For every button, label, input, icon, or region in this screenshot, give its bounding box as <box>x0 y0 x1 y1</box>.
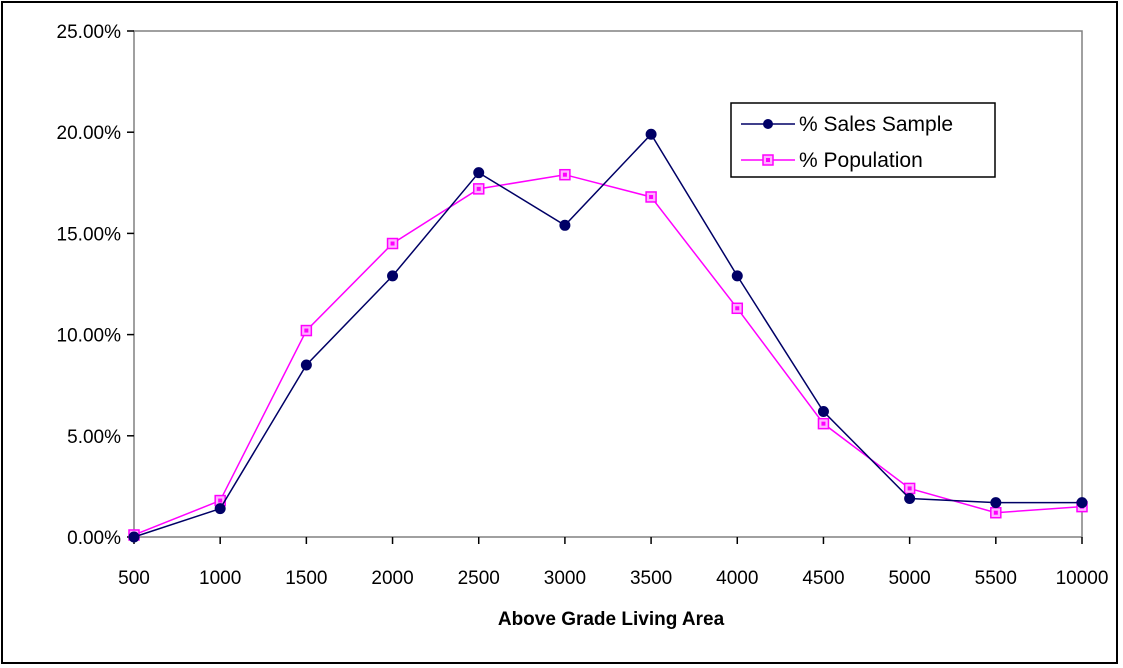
data-point-center <box>390 241 395 246</box>
data-point-center <box>821 421 826 426</box>
legend-item: % Sales Sample <box>741 113 953 136</box>
legend-label: % Sales Sample <box>799 113 953 136</box>
x-tick-label: 500 <box>118 568 150 589</box>
x-axis: 500 1000 1500 2000 2500 3000 3500 4000 4500 5000 5… <box>118 537 1108 589</box>
data-point <box>559 219 571 231</box>
legend-marker <box>763 119 773 129</box>
x-tick-label: 4000 <box>716 568 758 589</box>
legend-label: % Population <box>799 149 923 172</box>
legend-item: % Population <box>741 149 923 172</box>
data-point-center <box>993 510 998 515</box>
legend: % Sales Sample % Population <box>730 102 996 178</box>
y-tick-label: 15.00% <box>57 224 122 245</box>
data-point-center <box>476 186 481 191</box>
data-point <box>645 128 657 140</box>
data-point <box>128 531 140 543</box>
x-tick-label: 5000 <box>888 568 930 589</box>
data-point <box>300 359 312 371</box>
data-point <box>990 497 1002 509</box>
data-point <box>817 406 829 418</box>
x-tick-label: 1500 <box>285 568 327 589</box>
y-tick-label: 0.00% <box>67 528 121 549</box>
data-point <box>731 270 743 282</box>
x-tick-label: 10000 <box>1056 568 1109 589</box>
y-tick-label: 5.00% <box>67 427 121 448</box>
data-point <box>473 167 485 179</box>
data-point-center <box>562 172 567 177</box>
x-tick-label: 1000 <box>199 568 241 589</box>
x-tick-label: 5500 <box>975 568 1017 589</box>
data-point-center <box>649 194 654 199</box>
data-point-center <box>218 498 223 503</box>
data-point <box>214 503 226 515</box>
series-sales-sample <box>128 128 1088 543</box>
legend-box <box>730 102 996 178</box>
plot-area <box>133 30 1083 538</box>
series-layer <box>128 128 1088 543</box>
data-point-center <box>907 486 912 491</box>
x-tick-label: 3000 <box>544 568 586 589</box>
data-point <box>387 270 399 282</box>
data-point-center <box>304 328 309 333</box>
x-tick-label: 3500 <box>630 568 672 589</box>
y-tick-label: 10.00% <box>57 326 122 347</box>
series-line <box>133 173 1083 536</box>
x-axis-title: Above Grade Living Area <box>498 609 725 630</box>
x-tick-label: 2500 <box>458 568 500 589</box>
legend-marker-center <box>766 158 770 162</box>
data-point <box>904 493 916 505</box>
y-axis: 0.00% 5.00% 10.00% 15.00% 20.00% 25.00% <box>57 22 134 549</box>
y-tick-label: 20.00% <box>57 123 122 144</box>
x-tick-label: 4500 <box>802 568 844 589</box>
y-tick-label: 25.00% <box>57 22 122 43</box>
series-population <box>128 168 1088 541</box>
series-line <box>133 132 1082 538</box>
data-point <box>1076 497 1088 509</box>
x-tick-label: 2000 <box>371 568 413 589</box>
data-point-center <box>735 306 740 311</box>
